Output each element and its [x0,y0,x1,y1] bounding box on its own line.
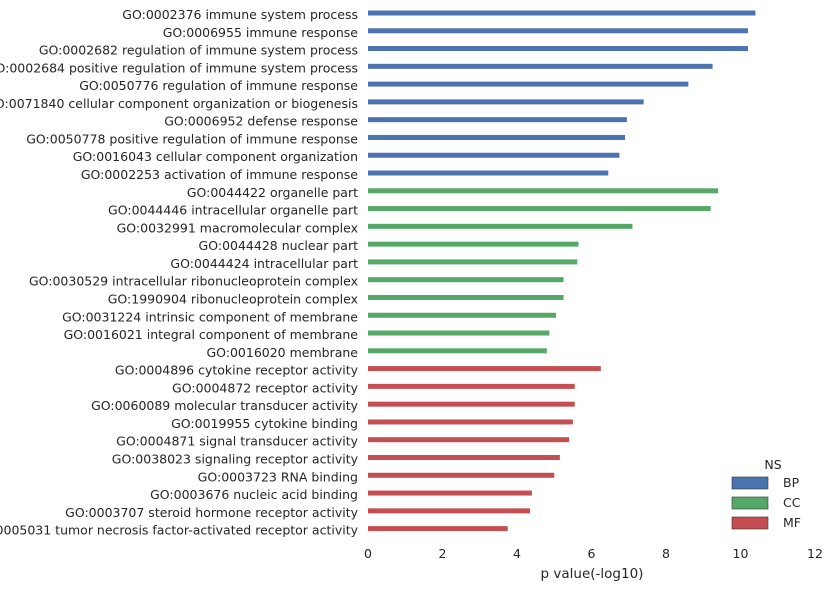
bar-cc [368,277,564,283]
category-label: GO:0044424 intracellular part [170,256,358,271]
category-label: GO:0071840 cellular component organizati… [0,96,358,111]
legend-swatch-cc [731,496,769,510]
bar-bp [368,81,689,87]
category-label: GO:0004872 receptor activity [172,380,359,395]
bar-bp [368,28,748,34]
x-tick-label: 4 [513,546,521,561]
legend-label-cc: CC [783,495,801,510]
legend-swatch-mf [731,516,769,530]
category-label: GO:0004871 signal transducer activity [116,434,358,449]
bar-cc [368,312,557,318]
category-label: GO:0044428 nuclear part [199,238,359,253]
x-tick-label: 6 [588,546,596,561]
bar-bp [368,99,644,105]
bar-bp [368,134,626,140]
category-label: GO:0003723 RNA binding [198,469,358,484]
bar-mf [368,472,555,478]
bar-cc [368,188,719,194]
x-axis-title: p value(-log10) [541,566,644,582]
category-label: GO:0016021 integral component of membran… [64,327,359,342]
category-label: GO:0002253 activation of immune response [81,167,358,182]
category-label: GO:0044422 organelle part [187,185,358,200]
category-label: GO:0004896 cytokine receptor activity [115,363,359,378]
x-axis-ticks: 0 2 4 6 8 10 12 [364,546,823,561]
bar-mf [368,508,531,514]
bar-bp [368,46,748,52]
bar-cc [368,206,711,212]
bar-bp [368,63,713,69]
legend-title: NS [764,457,781,472]
bars [368,10,756,532]
legend-label-mf: MF [783,515,801,530]
bar-mf [368,490,532,496]
bar-bp [368,10,756,16]
category-label: GO:0006952 defense response [164,114,358,129]
bar-mf [368,526,508,532]
category-label: GO:0002682 regulation of immune system p… [39,43,358,58]
category-label: GO:0050778 positive regulation of immune… [26,131,358,146]
legend-swatch-bp [731,476,769,490]
x-tick-label: 12 [807,546,823,561]
category-label: GO:0002376 immune system process [122,7,358,22]
category-label: GO:0002684 positive regulation of immune… [0,60,358,75]
category-label: GO:0019955 cytokine binding [171,416,358,431]
category-label: GO:0005031 tumor necrosis factor-activat… [0,523,359,538]
x-tick-label: 8 [662,546,670,561]
category-label: GO:0038023 signaling receptor activity [112,452,359,467]
category-label: GO:0050776 regulation of immune response [79,78,358,93]
bar-cc [368,348,547,354]
category-label: GO:0032991 macromolecular complex [117,220,358,235]
x-tick-label: 2 [439,546,447,561]
bar-cc [368,259,578,265]
bar-mf [368,401,575,407]
category-label: GO:0003676 nucleic acid binding [150,487,358,502]
x-tick-label: 0 [364,546,372,561]
category-label: GO:1990904 ribonucleoprotein complex [108,291,358,306]
bar-bp [368,117,627,123]
bar-bp [368,170,609,176]
bar-mf [368,419,573,425]
category-label: GO:0016043 cellular component organizati… [73,149,358,164]
bar-cc [368,241,579,247]
bar-cc [368,223,633,229]
category-label: GO:0016020 membrane [206,345,358,360]
bar-bp [368,152,620,158]
bar-mf [368,366,601,372]
bar-mf [368,437,570,443]
category-label: GO:0006955 immune response [163,25,359,40]
bar-cc [368,294,564,300]
bar-mf [368,455,560,460]
category-labels: GO:0002376 immune system process GO:00069… [0,7,359,538]
legend: NS BP CC MF [731,457,801,530]
legend-label-bp: BP [783,475,800,490]
category-label: GO:0060089 molecular transducer activity [91,398,359,413]
category-label: GO:0031224 intrinsic component of membra… [62,309,358,324]
category-label: GO:0044446 intracellular organelle part [108,203,358,218]
bar-mf [368,383,575,389]
category-label: GO:0030529 intracellular ribonucleoprote… [29,274,358,289]
x-tick-label: 10 [733,546,749,561]
category-label: GO:0003707 steroid hormone receptor acti… [65,505,358,520]
bar-cc [368,330,550,336]
